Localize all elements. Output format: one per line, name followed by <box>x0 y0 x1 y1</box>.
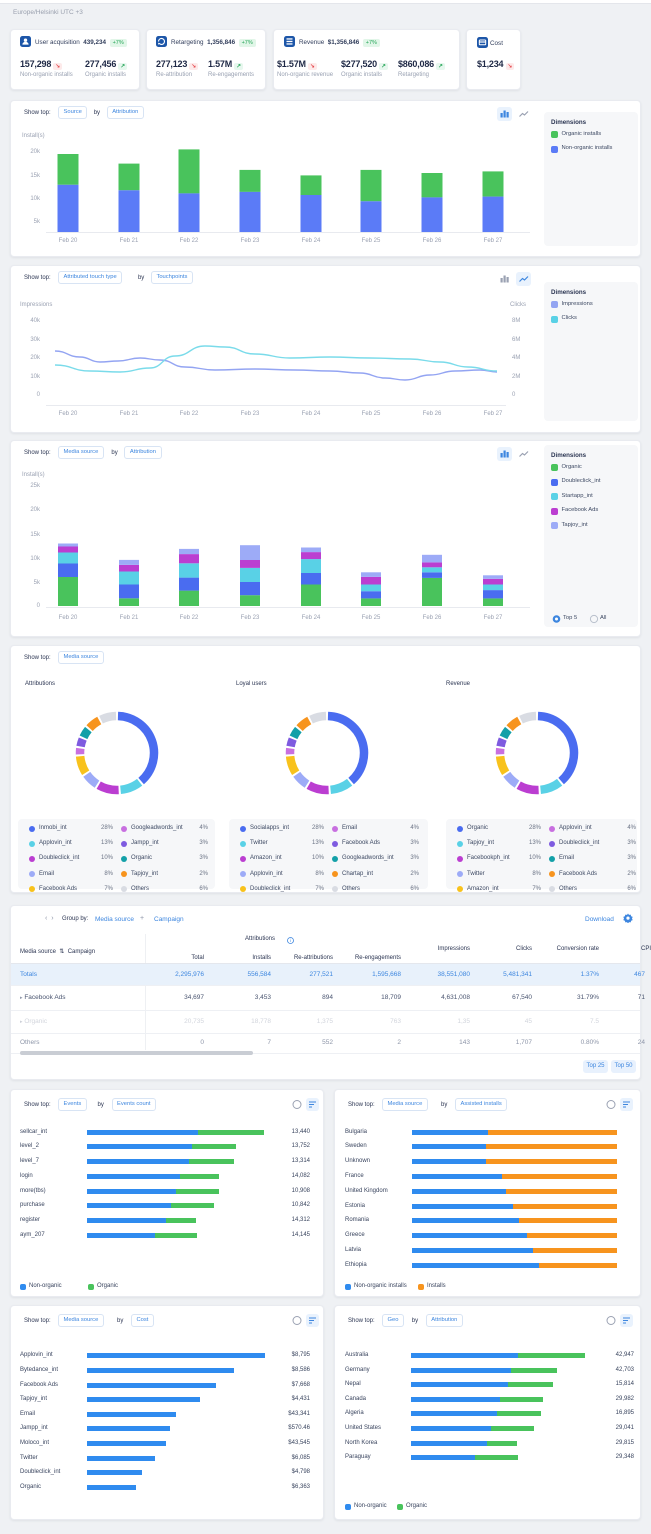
svg-text:i: i <box>290 938 291 943</box>
